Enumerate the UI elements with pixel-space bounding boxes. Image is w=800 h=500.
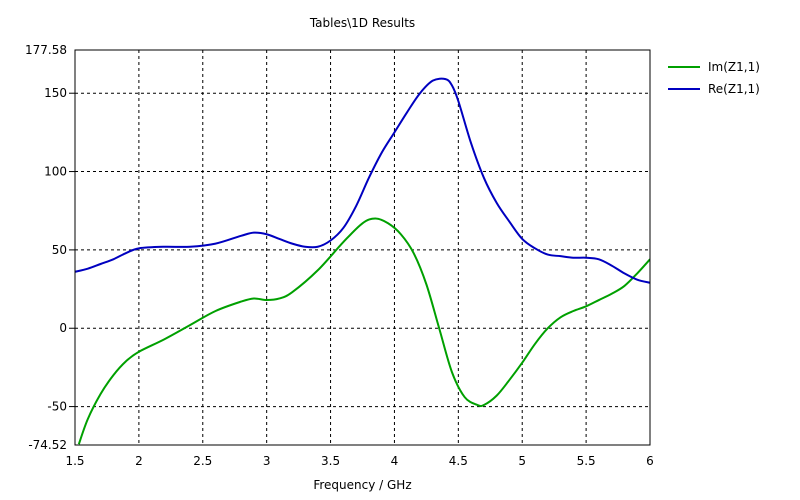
series-layer bbox=[75, 77, 650, 445]
x-tick-label: 1.5 bbox=[65, 454, 84, 468]
legend: Im(Z1,1) Re(Z1,1) bbox=[668, 56, 760, 100]
x-tick-label: 3 bbox=[263, 454, 271, 468]
y-tick-label: 50 bbox=[52, 243, 67, 257]
x-tick-label: 3.5 bbox=[321, 454, 340, 468]
tick-layer: 1.5 2 2.5 3 3.5 4 4.5 5 5.5 6 -74.52 -50 0 50 100 150 17… bbox=[25, 43, 654, 468]
plot-area-frame bbox=[74, 49, 651, 446]
y-tick-label: 0 bbox=[59, 321, 67, 335]
x-tick-label: 2.5 bbox=[193, 454, 212, 468]
x-axis-label: Frequency / GHz bbox=[313, 478, 412, 492]
y-tick-label: 177.58 bbox=[25, 43, 67, 57]
x-tick-label: 2 bbox=[135, 454, 143, 468]
legend-item-im: Im(Z1,1) bbox=[668, 56, 760, 78]
y-tick-label: 150 bbox=[44, 86, 67, 100]
series-line-re-z11 bbox=[75, 77, 650, 284]
legend-label-re: Re(Z1,1) bbox=[708, 82, 760, 96]
y-tick-label: -74.52 bbox=[28, 438, 67, 452]
y-tick-label: -50 bbox=[47, 400, 67, 414]
legend-item-re: Re(Z1,1) bbox=[668, 78, 760, 100]
series-line-im-z11 bbox=[77, 217, 650, 445]
chart-title: Tables\1D Results bbox=[309, 16, 416, 30]
legend-label-im: Im(Z1,1) bbox=[708, 60, 760, 74]
x-tick-label: 5 bbox=[518, 454, 526, 468]
x-tick-label: 4 bbox=[391, 454, 399, 468]
legend-swatch-re bbox=[668, 88, 700, 90]
x-tick-label: 5.5 bbox=[577, 454, 596, 468]
y-tick-label: 100 bbox=[44, 165, 67, 179]
x-tick-label: 6 bbox=[646, 454, 654, 468]
legend-swatch-im bbox=[668, 66, 700, 68]
x-tick-label: 4.5 bbox=[449, 454, 468, 468]
